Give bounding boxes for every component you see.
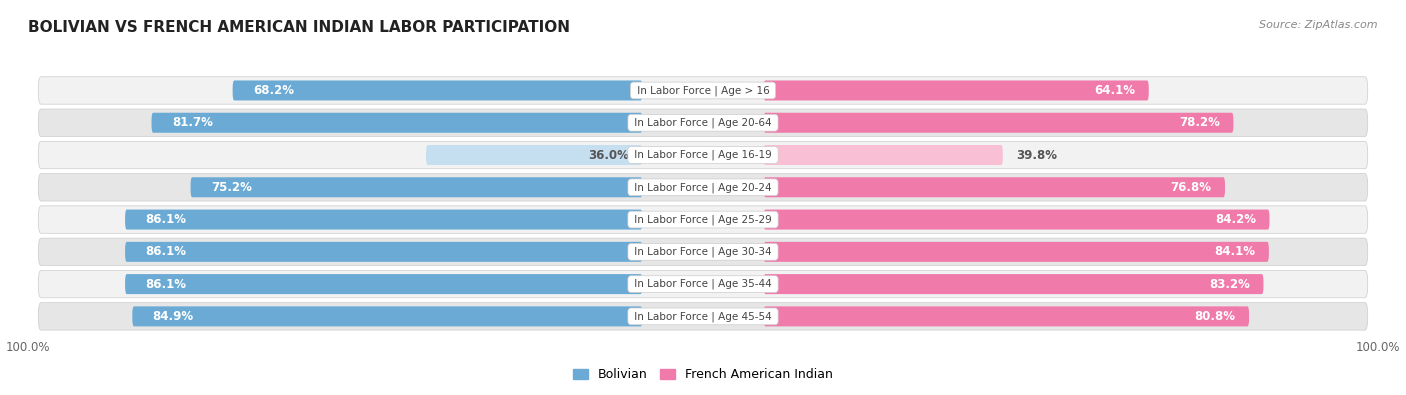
FancyBboxPatch shape bbox=[763, 307, 1249, 326]
Text: 39.8%: 39.8% bbox=[1017, 149, 1057, 162]
Text: In Labor Force | Age 45-54: In Labor Force | Age 45-54 bbox=[631, 311, 775, 322]
FancyBboxPatch shape bbox=[38, 271, 1368, 298]
FancyBboxPatch shape bbox=[38, 238, 1368, 265]
FancyBboxPatch shape bbox=[125, 210, 643, 229]
Text: In Labor Force | Age 20-24: In Labor Force | Age 20-24 bbox=[631, 182, 775, 192]
Text: 78.2%: 78.2% bbox=[1180, 116, 1220, 129]
FancyBboxPatch shape bbox=[232, 81, 643, 100]
Text: Source: ZipAtlas.com: Source: ZipAtlas.com bbox=[1260, 20, 1378, 30]
Text: 75.2%: 75.2% bbox=[211, 181, 252, 194]
Text: 64.1%: 64.1% bbox=[1094, 84, 1135, 97]
Text: 36.0%: 36.0% bbox=[588, 149, 628, 162]
Text: In Labor Force | Age 25-29: In Labor Force | Age 25-29 bbox=[631, 214, 775, 225]
Text: 84.9%: 84.9% bbox=[153, 310, 194, 323]
FancyBboxPatch shape bbox=[152, 113, 643, 133]
Text: In Labor Force | Age 30-34: In Labor Force | Age 30-34 bbox=[631, 246, 775, 257]
FancyBboxPatch shape bbox=[38, 173, 1368, 201]
FancyBboxPatch shape bbox=[426, 145, 643, 165]
Text: 86.1%: 86.1% bbox=[145, 245, 187, 258]
Text: 86.1%: 86.1% bbox=[145, 278, 187, 291]
Text: In Labor Force | Age 35-44: In Labor Force | Age 35-44 bbox=[631, 279, 775, 290]
Text: 86.1%: 86.1% bbox=[145, 213, 187, 226]
Text: 83.2%: 83.2% bbox=[1209, 278, 1250, 291]
FancyBboxPatch shape bbox=[132, 307, 643, 326]
Text: 84.1%: 84.1% bbox=[1215, 245, 1256, 258]
FancyBboxPatch shape bbox=[763, 177, 1225, 197]
FancyBboxPatch shape bbox=[763, 274, 1264, 294]
FancyBboxPatch shape bbox=[125, 242, 643, 262]
Text: 76.8%: 76.8% bbox=[1171, 181, 1212, 194]
Text: BOLIVIAN VS FRENCH AMERICAN INDIAN LABOR PARTICIPATION: BOLIVIAN VS FRENCH AMERICAN INDIAN LABOR… bbox=[28, 20, 569, 35]
Text: In Labor Force | Age 20-64: In Labor Force | Age 20-64 bbox=[631, 117, 775, 128]
FancyBboxPatch shape bbox=[191, 177, 643, 197]
Text: 81.7%: 81.7% bbox=[172, 116, 212, 129]
Text: 84.2%: 84.2% bbox=[1215, 213, 1256, 226]
FancyBboxPatch shape bbox=[763, 210, 1270, 229]
FancyBboxPatch shape bbox=[38, 206, 1368, 233]
FancyBboxPatch shape bbox=[763, 113, 1233, 133]
FancyBboxPatch shape bbox=[763, 242, 1268, 262]
FancyBboxPatch shape bbox=[38, 77, 1368, 104]
Text: In Labor Force | Age 16-19: In Labor Force | Age 16-19 bbox=[631, 150, 775, 160]
Text: 80.8%: 80.8% bbox=[1195, 310, 1236, 323]
Legend: Bolivian, French American Indian: Bolivian, French American Indian bbox=[567, 362, 839, 388]
FancyBboxPatch shape bbox=[125, 274, 643, 294]
Text: 68.2%: 68.2% bbox=[253, 84, 294, 97]
FancyBboxPatch shape bbox=[763, 81, 1149, 100]
Text: In Labor Force | Age > 16: In Labor Force | Age > 16 bbox=[634, 85, 772, 96]
FancyBboxPatch shape bbox=[763, 145, 1002, 165]
FancyBboxPatch shape bbox=[38, 109, 1368, 136]
FancyBboxPatch shape bbox=[38, 303, 1368, 330]
FancyBboxPatch shape bbox=[38, 141, 1368, 169]
